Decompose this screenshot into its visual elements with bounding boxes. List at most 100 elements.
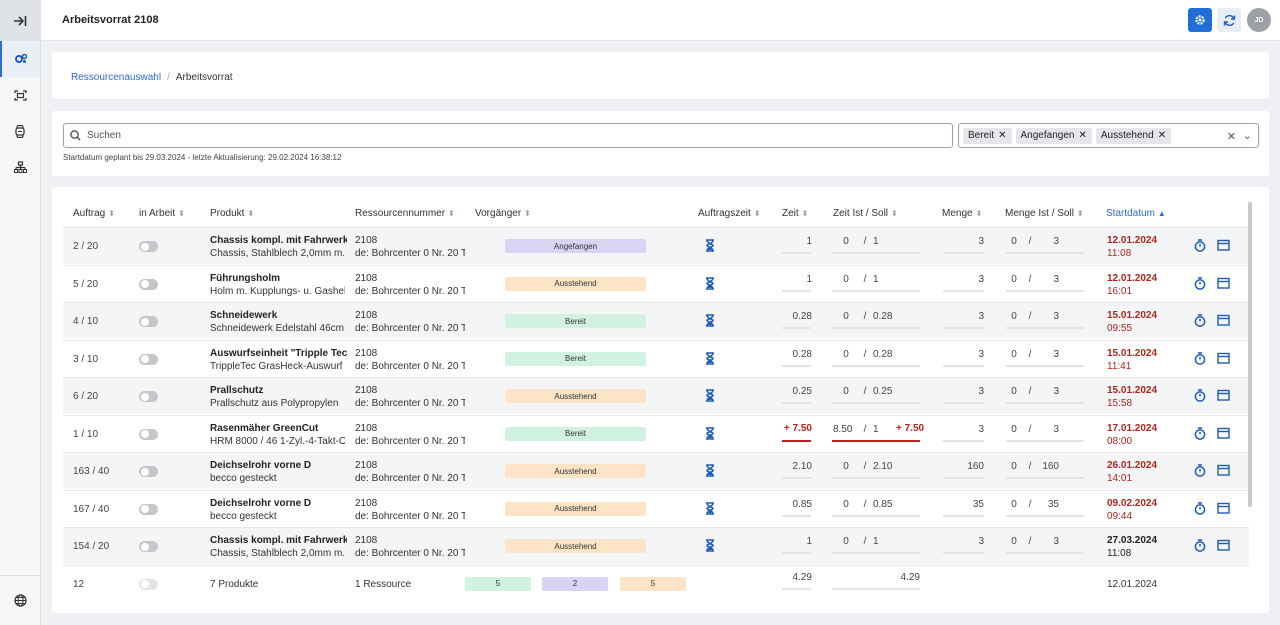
chip-ausstehend[interactable]: Ausstehend ✕ xyxy=(1095,127,1172,144)
menge-ist: 0 xyxy=(1011,498,1017,510)
stopwatch-icon[interactable] xyxy=(1194,314,1206,327)
summary-date: 12.01.2024 xyxy=(1107,578,1158,590)
remove-chip-icon[interactable]: ✕ xyxy=(1157,130,1167,141)
col-in-arbeit[interactable]: in Arbeit ⬍ xyxy=(139,208,185,219)
in-arbeit-toggle[interactable] xyxy=(139,541,158,552)
sidebar-item-scan[interactable] xyxy=(0,77,40,113)
table-row[interactable]: 163 / 40 Deichselrohr vorne D becco gestec… xyxy=(63,452,1249,489)
stopwatch-icon[interactable] xyxy=(1194,464,1206,477)
hourglass-icon[interactable] xyxy=(705,314,715,327)
remove-chip-icon[interactable]: ✕ xyxy=(998,130,1007,141)
status-badge: Ausstehend xyxy=(505,501,646,516)
col-menge-ist-soll[interactable]: Menge Ist / Soll ⬍ xyxy=(1005,208,1084,219)
sidebar-item-hierarchy[interactable] xyxy=(0,149,40,185)
calendar-icon[interactable] xyxy=(1217,427,1230,439)
hourglass-icon[interactable] xyxy=(705,464,715,477)
stopwatch-icon[interactable] xyxy=(1194,389,1206,402)
table-row[interactable]: 4 / 10 Schneidewerk Schneidewerk Edelstahl… xyxy=(63,302,1249,339)
zeit-soll: 1 xyxy=(873,273,879,285)
menge-bar xyxy=(943,327,984,329)
summary-toggle xyxy=(139,578,158,590)
in-arbeit-toggle[interactable] xyxy=(139,241,158,252)
status-badge: Ausstehend xyxy=(505,539,646,553)
chip-bereit[interactable]: Bereit ✕ xyxy=(963,127,1012,144)
stopwatch-icon[interactable] xyxy=(1194,501,1206,515)
calendar-icon[interactable] xyxy=(1217,502,1230,514)
resource-number: 2108 xyxy=(355,235,378,246)
breadcrumb-separator: / xyxy=(167,72,170,83)
sidebar-item-work[interactable] xyxy=(0,41,40,77)
zeit-bar xyxy=(782,364,811,367)
hourglass-icon[interactable] xyxy=(705,351,715,365)
refresh-button[interactable] xyxy=(1217,8,1241,32)
stopwatch-icon[interactable] xyxy=(1194,276,1206,290)
auftrag-cell: 5 / 20 xyxy=(73,278,99,290)
start-time: 15:58 xyxy=(1107,398,1133,409)
calendar-icon[interactable] xyxy=(1217,239,1230,251)
col-auftrag[interactable]: Auftrag ⬍ xyxy=(73,208,115,219)
search-card: Suchen Bereit ✕ Angefangen ✕ Ausstehend ✕ ✕… xyxy=(52,111,1269,176)
hierarchy-icon xyxy=(13,161,27,173)
stopwatch-icon[interactable] xyxy=(1194,426,1206,440)
calendar-icon[interactable] xyxy=(1217,277,1230,289)
hourglass-icon[interactable] xyxy=(705,539,715,552)
col-produkt[interactable]: Produkt ⬍ xyxy=(210,208,254,219)
hourglass-icon[interactable] xyxy=(705,389,715,402)
scrollbar[interactable] xyxy=(1248,202,1252,507)
avatar[interactable]: JD xyxy=(1247,8,1271,32)
breadcrumb-ressourcenauswahl[interactable]: Ressourcenauswahl xyxy=(71,72,162,83)
col-menge[interactable]: Menge ⬍ xyxy=(942,208,982,219)
in-arbeit-toggle[interactable] xyxy=(139,391,158,402)
in-arbeit-toggle[interactable] xyxy=(139,316,158,327)
in-arbeit-toggle[interactable] xyxy=(139,503,158,515)
stopwatch-icon[interactable] xyxy=(1194,239,1206,252)
collapse-sidebar-button[interactable] xyxy=(0,0,40,41)
product-desc: becco gesteckt xyxy=(210,510,277,522)
resource-number: 2108 xyxy=(355,460,378,471)
table-row[interactable]: 154 / 20 Chassis kompl. mit Fahrwerk Chass… xyxy=(63,527,1249,564)
search-icon xyxy=(70,130,81,141)
calendar-icon[interactable] xyxy=(1217,389,1230,401)
clear-filter-icon[interactable]: ✕ xyxy=(1226,131,1236,143)
remove-chip-icon[interactable]: ✕ xyxy=(1078,130,1087,141)
col-label: Zeit Ist / Soll xyxy=(833,208,889,219)
hourglass-icon[interactable] xyxy=(705,239,715,252)
table-row[interactable]: 2 / 20 Chassis kompl. mit Fahrwerk Chassis… xyxy=(63,227,1249,264)
col-auftragszeit[interactable]: Auftragszeit ⬍ xyxy=(698,208,761,219)
in-arbeit-toggle[interactable] xyxy=(139,428,158,440)
hourglass-icon[interactable] xyxy=(705,276,715,290)
table-row[interactable]: 6 / 20 Prallschutz Prallschutz aus Polypro… xyxy=(63,377,1249,414)
table-row[interactable]: 3 / 10 Auswurfseinheit "Tripple Tec" Tripp… xyxy=(63,339,1249,377)
stopwatch-icon[interactable] xyxy=(1194,539,1206,552)
settings-button[interactable] xyxy=(1188,8,1212,32)
in-arbeit-toggle[interactable] xyxy=(139,353,158,365)
col-ressource[interactable]: Ressourcennummer ⬍ xyxy=(355,208,455,219)
in-arbeit-toggle[interactable] xyxy=(139,278,158,290)
calendar-icon[interactable] xyxy=(1217,464,1230,476)
in-arbeit-toggle[interactable] xyxy=(139,466,158,477)
chevron-down-icon[interactable]: ⌄ xyxy=(1242,130,1252,142)
col-vorgaenger[interactable]: Vorgänger ⬍ xyxy=(475,208,531,219)
status-badge: Bereit xyxy=(505,314,646,328)
calendar-icon[interactable] xyxy=(1217,352,1230,364)
zeit-soll: 0.85 xyxy=(873,498,893,510)
calendar-icon[interactable] xyxy=(1217,539,1230,551)
hourglass-icon[interactable] xyxy=(705,426,715,440)
chip-angefangen[interactable]: Angefangen ✕ xyxy=(1015,127,1092,144)
table-row[interactable]: 5 / 20 Führungsholm Holm m. Kupplungs- u. … xyxy=(63,264,1249,302)
col-zeit[interactable]: Zeit ⬍ xyxy=(782,208,808,219)
language-button[interactable] xyxy=(0,575,40,625)
search-input[interactable]: Suchen xyxy=(63,123,953,148)
menge-ist: 0 xyxy=(1011,386,1017,397)
col-startdatum[interactable]: Startdatum ▲ xyxy=(1106,208,1166,219)
hourglass-icon[interactable] xyxy=(705,501,715,515)
calendar-icon[interactable] xyxy=(1217,314,1230,326)
zeit-separator: / xyxy=(863,348,867,360)
col-zeit-ist-soll[interactable]: Zeit Ist / Soll ⬍ xyxy=(833,208,898,219)
table-row[interactable]: 1 / 10 Rasenmäher GreenCut HRM 8000 / 46 1… xyxy=(63,414,1249,452)
menge-value: 3 xyxy=(978,236,984,247)
sidebar-item-watch[interactable] xyxy=(0,113,40,149)
status-filter[interactable]: Bereit ✕ Angefangen ✕ Ausstehend ✕ ✕ ⌄ xyxy=(958,123,1259,148)
stopwatch-icon[interactable] xyxy=(1194,351,1206,365)
